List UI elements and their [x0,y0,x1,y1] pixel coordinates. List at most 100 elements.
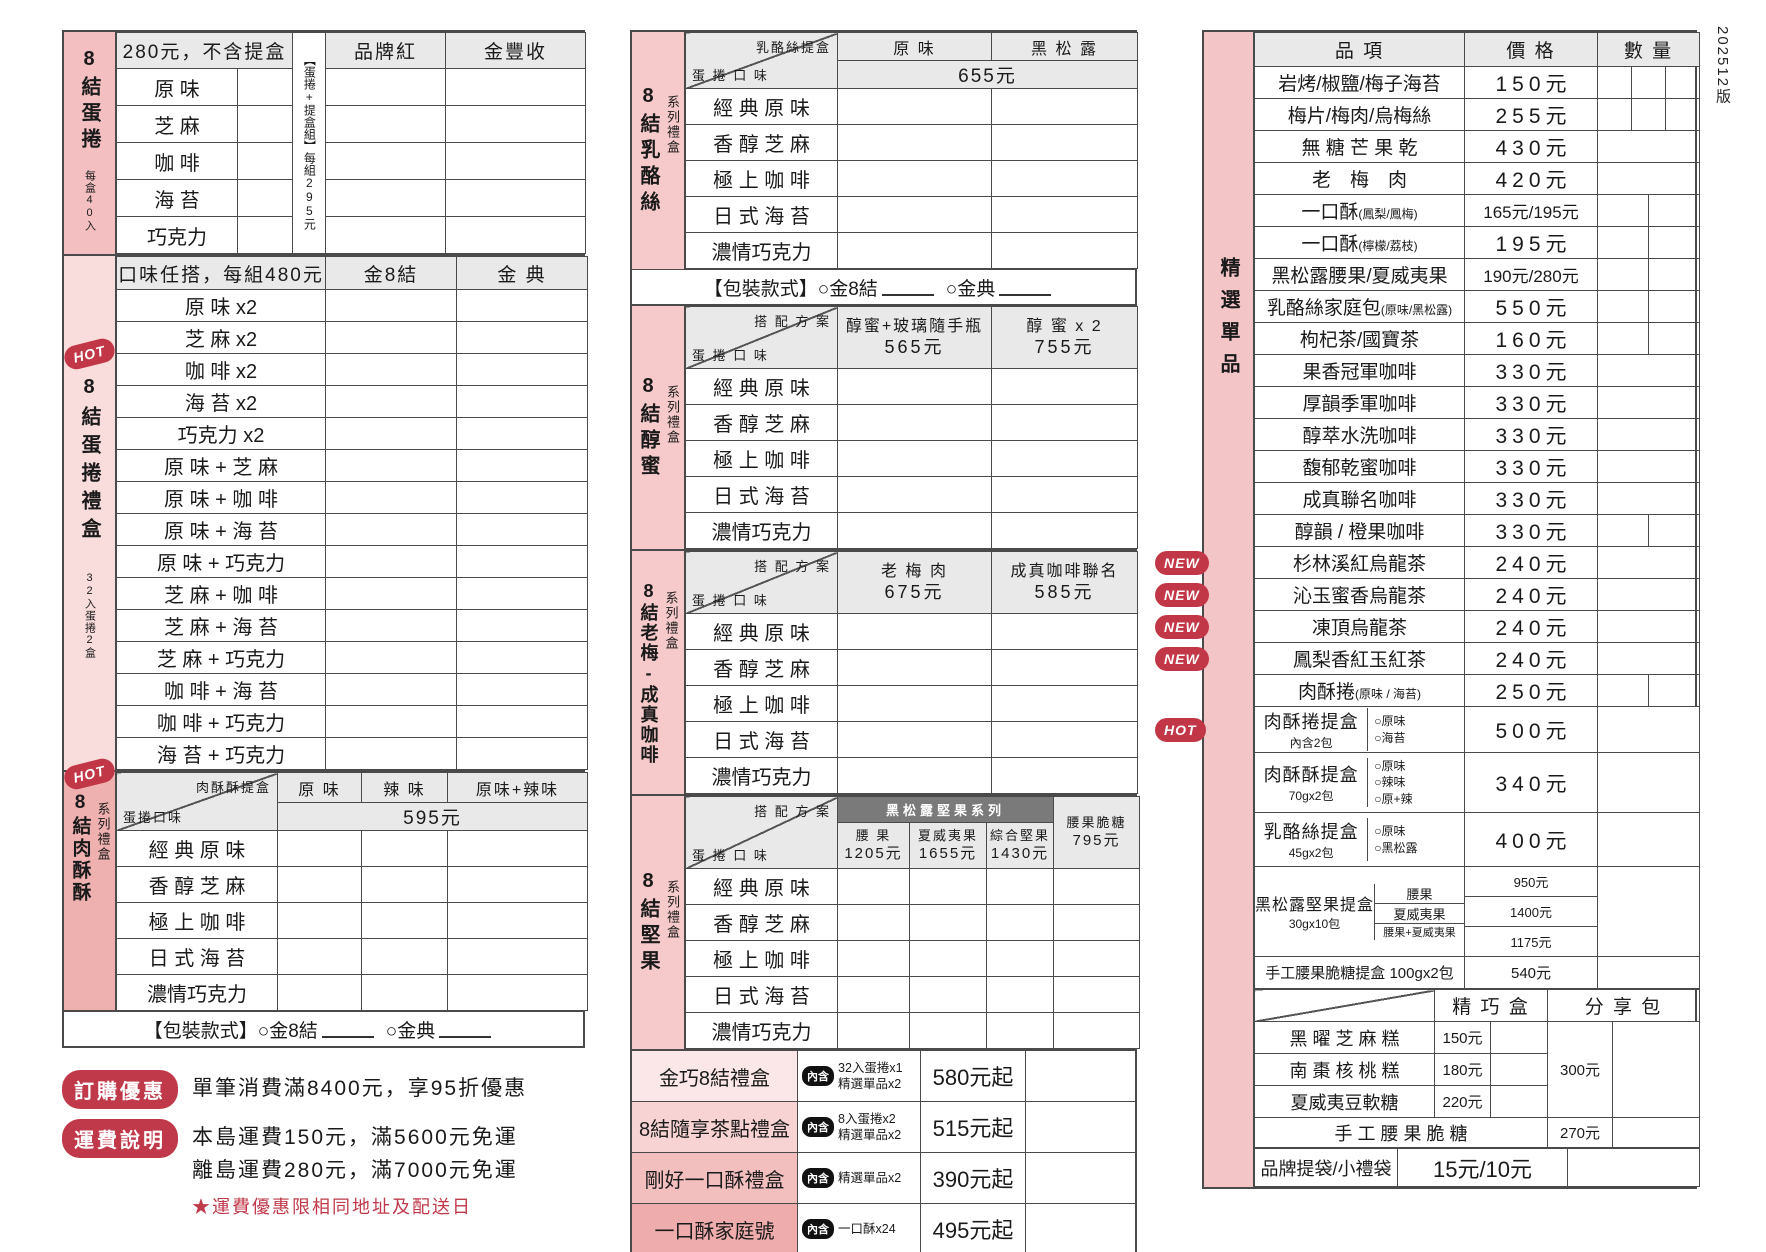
order-cell[interactable] [991,512,1138,549]
order-cell[interactable] [837,404,992,441]
option-choice[interactable]: ○海苔 [1374,730,1406,745]
order-cell[interactable] [1053,976,1141,1013]
order-cell[interactable] [985,940,1055,977]
order-cell[interactable] [1025,1102,1135,1152]
qty-cell[interactable] [1598,323,1648,354]
order-cell[interactable] [837,940,910,977]
option-choice[interactable]: ○辣味 [1374,775,1406,790]
qty-cell[interactable] [1598,483,1699,514]
option-choice[interactable]: ○原味 [1374,759,1406,774]
qty-cell[interactable] [1598,611,1699,642]
qty-cell[interactable] [1598,675,1648,706]
order-cell[interactable] [837,685,992,722]
option-choice[interactable]: ○原味 [1374,824,1406,839]
order-cell[interactable] [991,404,1138,441]
qty-cell[interactable] [1612,1021,1700,1118]
qty-cell[interactable] [1665,67,1699,98]
order-cell[interactable] [361,902,448,939]
order-cell[interactable] [325,705,457,738]
order-cell[interactable] [837,721,992,758]
order-cell[interactable] [456,737,588,770]
option-choice[interactable]: ○黑松露 [1374,840,1418,855]
order-cell[interactable] [837,904,910,941]
order-cell[interactable] [991,124,1138,161]
order-cell[interactable] [909,1012,987,1049]
qty-cell[interactable] [1598,131,1699,162]
order-cell[interactable] [456,545,588,578]
qty-cell[interactable] [1598,515,1648,546]
order-cell[interactable] [325,481,457,514]
order-cell[interactable] [909,976,987,1013]
order-cell[interactable] [325,385,457,418]
order-cell[interactable] [456,417,588,450]
qty-cell[interactable] [1648,323,1699,354]
order-cell[interactable] [837,757,992,794]
option-list[interactable]: ○原味 ○黑松露 [1367,818,1464,861]
order-cell[interactable] [991,160,1138,197]
qty-cell[interactable] [1648,227,1699,258]
qty-cell[interactable] [1490,1085,1548,1118]
order-cell[interactable] [837,88,992,125]
order-cell[interactable] [361,974,448,1011]
order-cell[interactable] [447,830,588,867]
order-cell[interactable] [445,179,587,217]
order-cell[interactable] [991,196,1138,233]
qty-cell[interactable] [1648,291,1699,322]
order-cell[interactable] [361,938,448,975]
qty-cell[interactable] [1597,956,1700,989]
order-cell[interactable] [456,353,588,386]
order-cell[interactable] [325,513,457,546]
order-cell[interactable] [456,289,588,322]
order-cell[interactable] [325,545,457,578]
qty-cell[interactable] [1598,291,1648,322]
qty-cell[interactable] [1631,99,1665,130]
fill-in-line[interactable] [881,278,934,296]
qty-cell[interactable] [1598,163,1699,194]
order-cell[interactable] [1053,868,1141,905]
order-cell[interactable] [445,142,587,180]
qty-cell[interactable] [1598,259,1648,290]
order-cell[interactable] [325,321,457,354]
qty-cell[interactable] [1598,547,1699,578]
order-cell[interactable] [837,868,910,905]
order-cell[interactable] [456,513,588,546]
order-cell[interactable] [277,866,362,903]
qty-cell[interactable] [1597,812,1700,867]
order-cell[interactable] [325,449,457,482]
order-cell[interactable] [236,68,294,106]
order-cell[interactable] [456,641,588,674]
order-cell[interactable] [456,609,588,642]
order-cell[interactable] [447,866,588,903]
option-choice[interactable]: ○原+辣 [1374,791,1413,806]
order-cell[interactable] [361,866,448,903]
order-cell[interactable] [837,160,992,197]
order-cell[interactable] [991,613,1138,650]
order-cell[interactable] [991,368,1138,405]
order-cell[interactable] [325,417,457,450]
packaging-style-row[interactable]: 【包裝款式】 ○金8結 ○金典 [632,269,1135,304]
order-cell[interactable] [325,289,457,322]
order-cell[interactable] [837,196,992,233]
order-cell[interactable] [325,673,457,706]
qty-cell[interactable] [1665,99,1699,130]
qty-cell[interactable] [1598,195,1648,226]
order-cell[interactable] [325,142,447,180]
order-cell[interactable] [325,68,447,106]
order-cell[interactable] [325,737,457,770]
option-list[interactable]: ○原味 ○辣味 ○原+辣 [1367,758,1464,807]
qty-cell[interactable] [1648,259,1699,290]
order-cell[interactable] [837,976,910,1013]
order-cell[interactable] [236,179,294,217]
order-cell[interactable] [445,216,587,254]
order-cell[interactable] [456,385,588,418]
qty-cell[interactable] [1648,195,1699,226]
order-cell[interactable] [1053,904,1141,941]
order-cell[interactable] [447,974,588,1011]
qty-cell[interactable] [1598,579,1699,610]
order-cell[interactable] [837,649,992,686]
order-cell[interactable] [837,232,992,269]
qty-cell[interactable] [1598,643,1699,674]
order-cell[interactable] [325,609,457,642]
order-cell[interactable] [277,974,362,1011]
order-cell[interactable] [837,476,992,513]
